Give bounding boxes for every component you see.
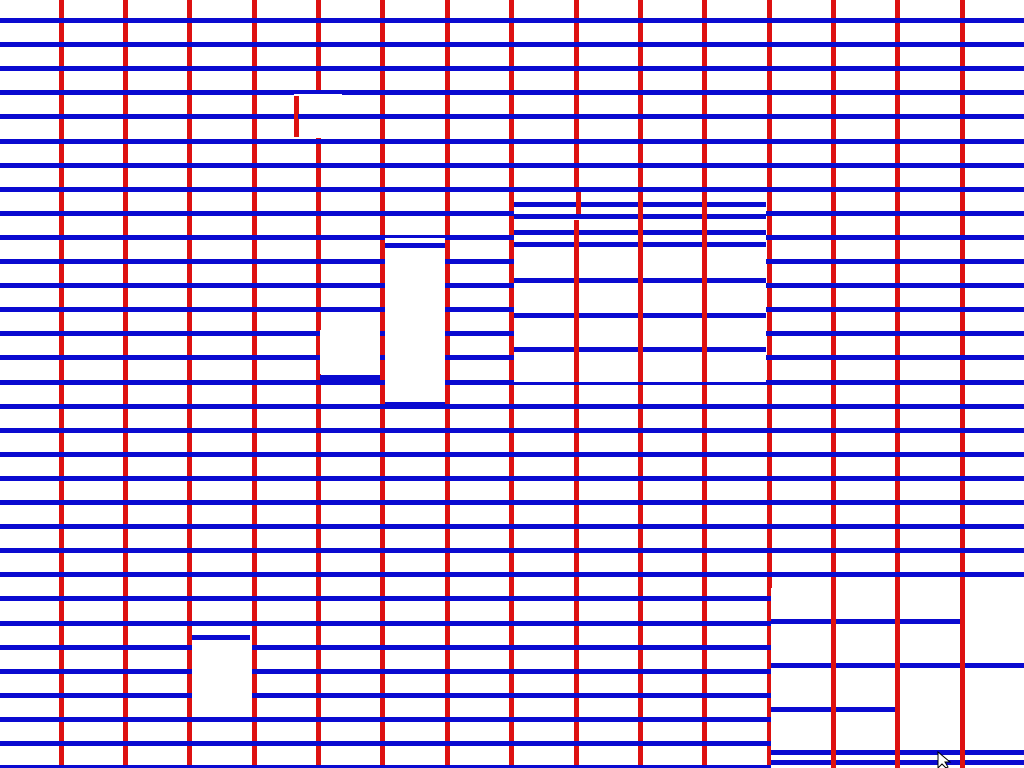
vertical-line bbox=[895, 588, 900, 768]
blank-region bbox=[320, 330, 380, 374]
horizontal-line bbox=[0, 693, 1024, 698]
horizontal-line bbox=[0, 283, 1024, 288]
horizontal-line bbox=[0, 524, 1024, 529]
horizontal-line bbox=[385, 243, 445, 248]
horizontal-line bbox=[0, 500, 1024, 505]
horizontal-line bbox=[0, 428, 1024, 433]
horizontal-line bbox=[0, 452, 1024, 457]
horizontal-line bbox=[0, 596, 1024, 601]
horizontal-line bbox=[0, 717, 1024, 722]
horizontal-line bbox=[0, 645, 1024, 650]
vertical-line bbox=[576, 192, 581, 214]
horizontal-line bbox=[0, 307, 1024, 312]
blank-region bbox=[192, 630, 252, 710]
blank-region bbox=[385, 238, 445, 398]
horizontal-line bbox=[0, 18, 1024, 23]
horizontal-line bbox=[192, 635, 250, 640]
vertical-line bbox=[960, 588, 965, 768]
horizontal-line bbox=[0, 187, 1024, 192]
horizontal-line bbox=[385, 402, 445, 407]
horizontal-line bbox=[0, 669, 1024, 674]
horizontal-line bbox=[0, 235, 1024, 240]
horizontal-line bbox=[0, 211, 1024, 216]
horizontal-line bbox=[0, 42, 1024, 47]
horizontal-line bbox=[0, 741, 1024, 746]
horizontal-line bbox=[0, 259, 1024, 264]
horizontal-line bbox=[0, 90, 1024, 95]
vertical-line bbox=[574, 220, 579, 382]
horizontal-line bbox=[0, 380, 1024, 385]
horizontal-line bbox=[0, 66, 1024, 71]
horizontal-line bbox=[0, 621, 1024, 626]
horizontal-line bbox=[0, 765, 1024, 768]
horizontal-line bbox=[0, 404, 1024, 409]
horizontal-line bbox=[0, 331, 1024, 336]
vertical-line bbox=[294, 96, 299, 137]
horizontal-line bbox=[0, 572, 1024, 577]
vertical-line bbox=[831, 588, 836, 768]
horizontal-line bbox=[771, 619, 960, 624]
horizontal-line bbox=[298, 114, 1024, 119]
horizontal-line bbox=[320, 375, 380, 380]
horizontal-line bbox=[0, 163, 1024, 168]
horizontal-line bbox=[0, 548, 1024, 553]
horizontal-line bbox=[0, 476, 1024, 481]
horizontal-line bbox=[0, 355, 1024, 360]
vertical-line bbox=[638, 192, 643, 382]
horizontal-line bbox=[0, 139, 1024, 144]
vertical-line bbox=[702, 192, 707, 382]
